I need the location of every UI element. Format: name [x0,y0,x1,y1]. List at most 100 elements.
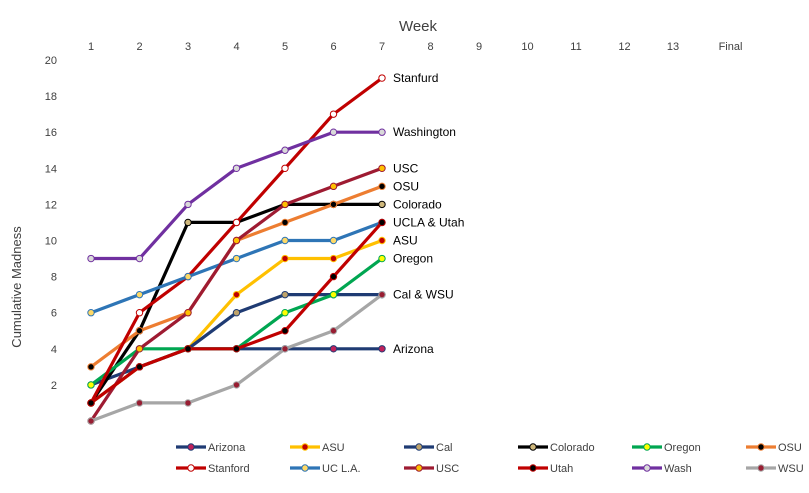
data-point [281,290,289,299]
data-point [329,290,338,299]
legend-label: Utah [550,463,573,475]
legend-item: Wash [632,463,692,475]
y-tick-label: 10 [45,236,57,248]
legend-marker [529,443,537,451]
legend-item: Oregon [632,442,701,454]
line-annotation: Oregon [393,252,433,266]
x-tick-label: Final [719,41,743,53]
legend-label: Cal [436,442,453,454]
data-point [281,236,289,245]
legend-marker [415,443,423,451]
data-point [281,146,289,154]
legend-marker [301,464,309,472]
legend-item: USC [404,463,459,475]
x-tick-label: 2 [136,41,142,53]
legend-label: Oregon [664,442,701,454]
data-point [87,381,95,389]
data-point [87,309,95,317]
x-tick-label: 11 [570,41,581,53]
data-point [281,327,289,335]
line-annotation: USC [393,161,419,175]
data-point [329,327,338,335]
data-point [184,272,192,281]
data-point [378,200,386,209]
data-point [281,164,289,173]
data-point [329,200,338,209]
legend-item: Arizona [176,442,246,454]
data-point [378,254,386,263]
line-annotation: Arizona [393,342,434,356]
x-tick-label: 10 [521,41,533,53]
data-point [329,345,338,353]
data-point [329,272,338,281]
data-point [135,345,144,353]
data-point [184,200,192,209]
legend-marker [757,464,765,472]
legend-label: Stanford [208,463,250,475]
y-tick-label: 16 [45,127,57,139]
legend-label: USC [436,463,459,475]
data-point [135,327,144,335]
data-point [184,218,192,227]
line-annotation: OSU [393,179,419,193]
data-point [232,381,241,389]
legend-label: WSU [778,463,804,475]
data-point [281,200,289,209]
x-tick-label: 4 [233,41,239,53]
legend-item: ASU [290,442,345,454]
data-point [135,309,144,317]
legend-marker [757,443,765,451]
data-point [87,399,95,407]
legend-item: Cal [404,442,453,454]
series-line-uc-l-a- [89,220,384,315]
legend-marker [643,443,651,451]
data-point [232,254,241,263]
legend-item: UC L.A. [290,463,361,475]
data-point [281,218,289,227]
legend-item: Colorado [518,442,595,454]
data-point [378,290,386,299]
data-point [329,110,338,118]
y-tick-label: 20 [45,55,57,67]
data-point [184,309,192,317]
data-point [378,182,386,191]
x-tick-label: 5 [282,41,288,53]
y-tick-label: 8 [51,272,57,284]
data-point [135,399,144,407]
data-point [281,345,289,353]
data-point [378,218,386,227]
line-annotation: ASU [393,234,418,248]
legend-marker [301,443,309,451]
data-point [329,236,338,245]
x-tick-label: 6 [330,41,336,53]
x-axis-title: Week [399,18,438,35]
y-tick-label: 14 [45,163,57,175]
x-tick-label: 12 [618,41,630,53]
line-annotation: Washington [393,125,456,139]
data-point [281,309,289,317]
legend-item: WSU [746,463,804,475]
data-point [378,345,386,353]
data-point [87,254,95,263]
series-line-colorado [89,202,384,405]
data-point [232,345,241,353]
data-point [135,290,144,299]
legend-label: Arizona [208,442,246,454]
line-annotation: Stanfurd [393,71,438,85]
legend-marker [529,464,537,472]
y-tick-label: 18 [45,91,57,103]
data-point [135,254,144,263]
data-point [378,128,386,136]
legend-item: Stanford [176,463,250,475]
y-tick-label: 6 [51,308,57,320]
data-point [378,164,386,173]
legend-label: Colorado [550,442,595,454]
legend-label: UC L.A. [322,463,361,475]
x-tick-label: 13 [667,41,679,53]
data-point [184,345,192,353]
y-axis-title: Cumulative Madness [9,226,24,348]
x-tick-label: 9 [476,41,482,53]
data-point [135,363,144,371]
